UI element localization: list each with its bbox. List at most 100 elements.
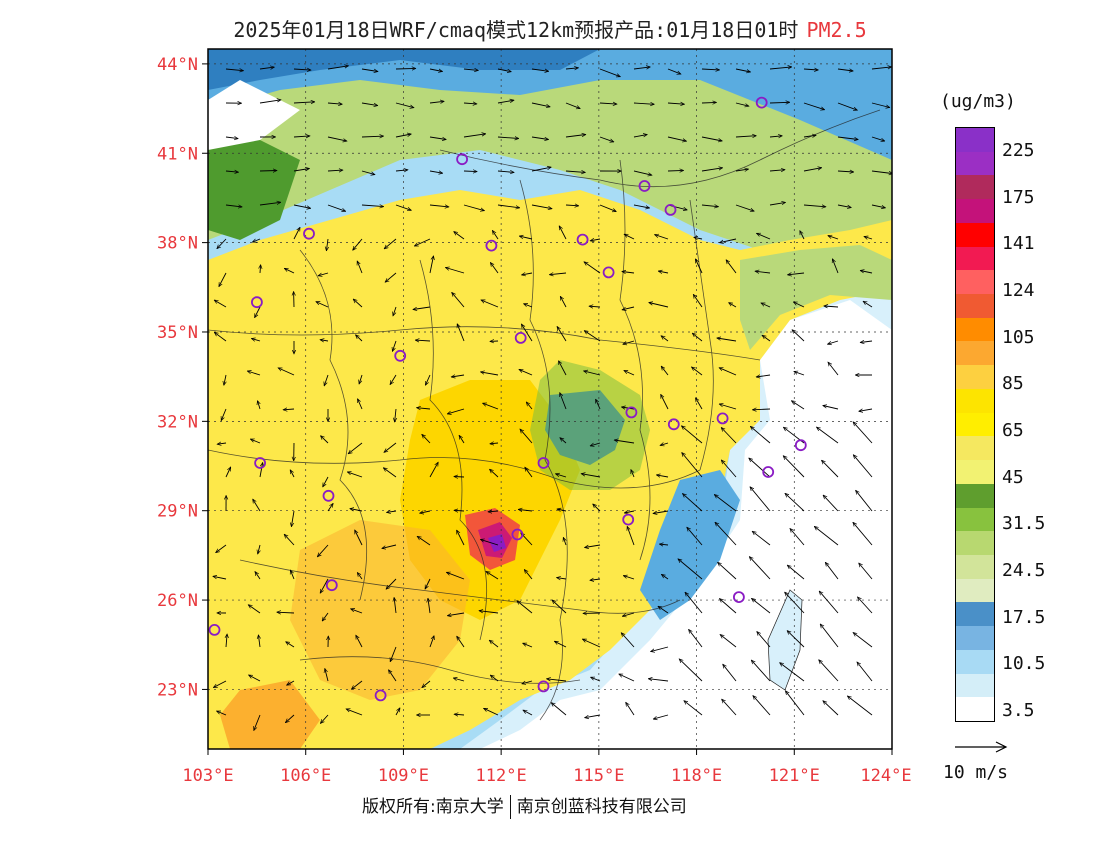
wind-field [213, 66, 892, 731]
legend-label: 124 [1002, 280, 1035, 301]
wind-vector [679, 659, 703, 682]
wind-vector [446, 572, 465, 580]
wind-vector [649, 303, 669, 308]
wind-vector [327, 204, 346, 211]
wind-vector [259, 100, 281, 104]
lat-tick-label: 32°N [157, 412, 198, 432]
wind-vector [497, 204, 520, 208]
wind-vector [720, 238, 737, 243]
wind-vector [719, 367, 737, 376]
wind-vector [353, 299, 363, 308]
wind-vector [551, 703, 567, 716]
wind-vector [325, 669, 329, 682]
wind-vector [599, 204, 616, 212]
wind-vector [486, 572, 499, 580]
wind-vector [497, 100, 514, 104]
southwest-orange [290, 520, 470, 700]
wind-vector [361, 205, 384, 207]
wind-vector [720, 635, 737, 648]
wind-vector [822, 460, 839, 478]
wind-vector [659, 544, 669, 545]
wind-vector [590, 442, 601, 446]
wind-vector [718, 562, 737, 580]
wind-vector [258, 635, 260, 648]
wind-vector [871, 136, 885, 141]
color-legend [955, 127, 995, 722]
wind-vector [384, 442, 397, 452]
wind-vector [584, 331, 601, 342]
wind-vector [253, 499, 261, 512]
wind-vector [593, 504, 601, 512]
wind-vector [356, 335, 363, 342]
wind-vector [769, 67, 792, 70]
longitude-axis: 103°E 106°E 109°E 112°E 115°E 118°E 121°E 124°E [182, 749, 912, 786]
copyright-footer: 版权所有:南京大学 南京创蓝科技有限公司 [362, 792, 687, 819]
wind-vector [692, 333, 703, 342]
wind-vector [497, 171, 514, 172]
wind-vector [660, 394, 669, 410]
legend-swatch [956, 649, 994, 675]
wind-vector [480, 539, 499, 546]
wind-vector [554, 640, 567, 648]
city-markers [208, 96, 807, 702]
wind-vector [492, 231, 499, 240]
wind-vector [803, 135, 816, 137]
wind-vector [721, 428, 737, 444]
wind-vector [259, 202, 281, 206]
wind-vector [490, 469, 499, 478]
wind-vector [828, 236, 839, 240]
wind-vector [792, 330, 805, 342]
wind-vector [828, 340, 839, 344]
legend-swatch [956, 246, 994, 271]
wind-vector [585, 714, 601, 718]
wind-vector [785, 592, 805, 614]
wind-vector [624, 233, 635, 240]
city-marker [622, 513, 635, 526]
wind-vector [522, 680, 533, 684]
wind-vector [757, 632, 771, 648]
legend-swatch [956, 602, 994, 627]
legend-swatch [956, 554, 994, 580]
wind-vector [225, 205, 242, 207]
footer-separator [509, 795, 511, 819]
wind-vector [395, 170, 408, 171]
wind-vector [678, 559, 703, 580]
wind-vector [752, 531, 771, 546]
wind-vector [823, 495, 839, 512]
wind-vector [429, 462, 438, 478]
wind-vector [394, 598, 396, 614]
wind-vector [481, 300, 499, 308]
wind-vector [653, 714, 669, 719]
wind-vector [719, 404, 737, 410]
map-title: 2025年01月18日WRF/cmaq模式12km预报产品:01月18日01时 P… [0, 14, 1100, 43]
wind-vector [259, 463, 263, 478]
wind-vector [525, 467, 533, 478]
wind-vector [565, 68, 578, 69]
wind-vector [753, 696, 771, 716]
wind-vector [692, 367, 703, 376]
wind-vector [837, 136, 858, 140]
wind-vector [221, 408, 227, 421]
lat-tick-label: 26°N [157, 591, 198, 611]
wind-vector [389, 670, 397, 682]
wind-vector [385, 272, 397, 282]
lat-tick-label: 35°N [157, 323, 198, 343]
company-text: 南京创蓝科技有限公司 [516, 797, 687, 817]
wind-vector [321, 436, 329, 444]
wind-vector [413, 306, 431, 310]
wind-vector [558, 361, 567, 376]
wind-vector [326, 238, 328, 251]
wind-vector [726, 260, 737, 274]
wind-vector [559, 296, 567, 308]
wind-vector [445, 268, 465, 274]
wind-vector [217, 238, 227, 249]
wind-vector [871, 102, 890, 108]
wind-vector [864, 237, 873, 240]
wind-vector [814, 526, 839, 546]
lon-tick-label: 121°E [769, 766, 820, 786]
wind-vector [633, 67, 650, 69]
wind-vector [557, 578, 567, 579]
wind-vector [293, 227, 301, 240]
wind-vector [729, 303, 737, 308]
wind-vector [860, 341, 873, 343]
